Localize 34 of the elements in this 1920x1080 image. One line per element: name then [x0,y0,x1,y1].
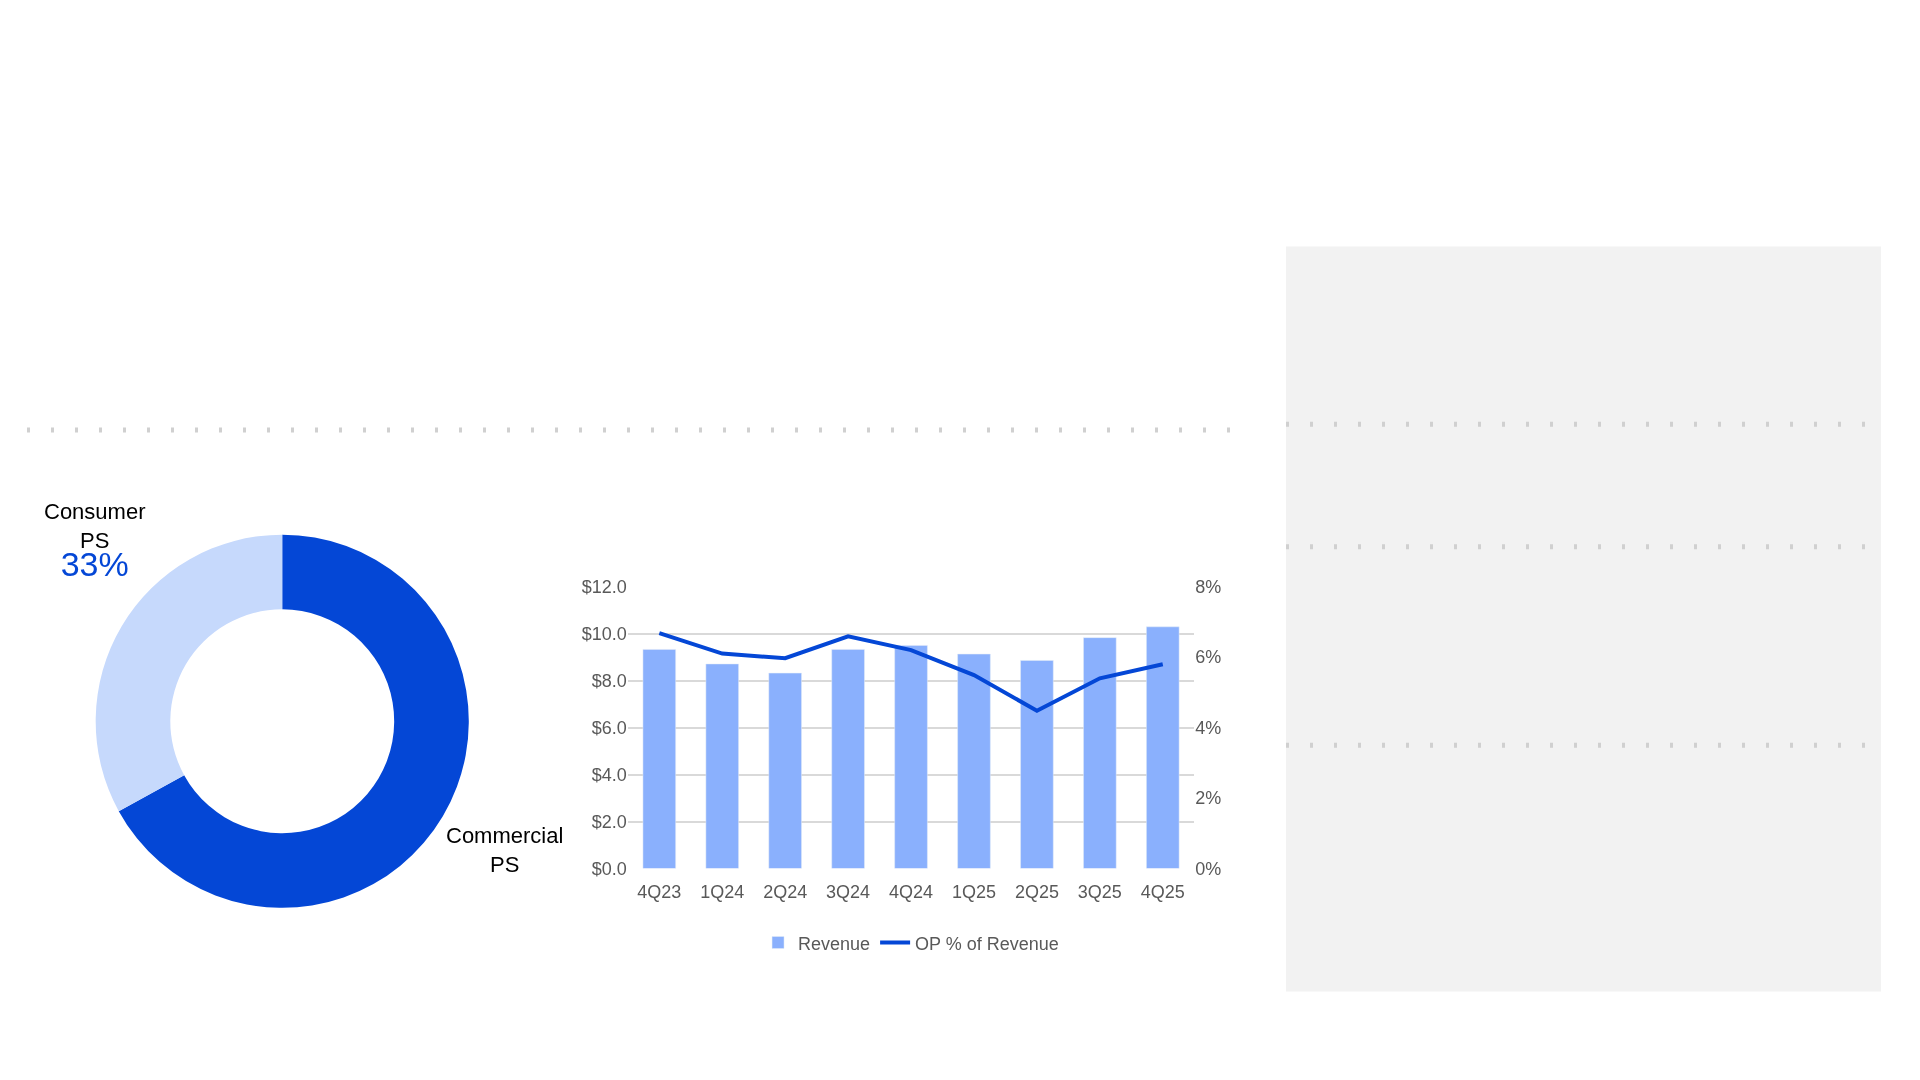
x-tick-label: 4Q23 [637,881,682,902]
bar [1020,660,1054,869]
bar [1146,626,1180,869]
y2-tick-label: 8% [1195,576,1222,597]
bar [894,645,928,869]
slice-label: Commercial PS [446,823,564,877]
y-tick-label: $6.0 [591,717,627,738]
x-tick-label: 2Q25 [1014,881,1059,902]
y2-tick-label: 0% [1195,858,1222,879]
x-tick-label: 3Q25 [1077,881,1122,902]
bar [768,672,802,869]
y-tick-label: $4.0 [591,764,627,785]
y-tick-label: $10.0 [581,623,627,644]
x-tick-label: 1Q24 [700,881,745,902]
line-series [657,631,1165,713]
x-tick-label: 4Q24 [889,881,934,902]
x-tick-label: 1Q25 [951,881,996,902]
x-tick-label: 2Q24 [763,881,808,902]
x-tick-label: 4Q25 [1140,881,1185,902]
bar [705,663,739,869]
legend-label: Revenue [798,933,871,954]
bar [831,649,865,869]
y2-tick-label: 4% [1195,717,1222,738]
y2-tick-label: 6% [1195,647,1222,668]
bar [1083,637,1117,869]
y-tick-label: $0.0 [591,858,627,879]
y-tick-label: $2.0 [591,811,627,832]
bar [957,653,991,869]
bar [642,649,676,869]
y2-tick-label: 2% [1195,788,1222,809]
y-tick-label: $12.0 [581,576,627,597]
x-tick-label: 3Q24 [826,881,871,902]
legend-label: OP % of Revenue [915,933,1059,954]
y-tick-label: $8.0 [591,670,627,691]
